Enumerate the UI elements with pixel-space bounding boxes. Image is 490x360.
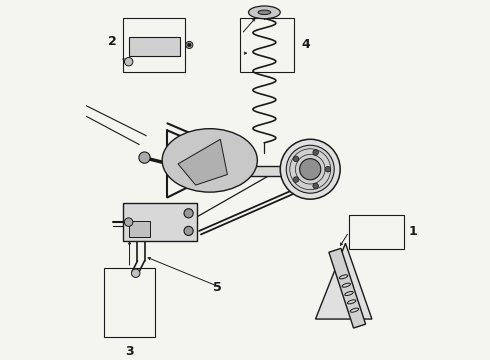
Bar (123, 203, 197, 242)
Circle shape (139, 152, 150, 163)
Text: 5: 5 (213, 281, 222, 294)
Bar (129, 37, 180, 57)
Bar (123, 18, 185, 72)
Text: 3: 3 (125, 346, 134, 359)
Text: 4: 4 (301, 39, 310, 51)
Text: 2: 2 (108, 35, 116, 48)
Bar (129, 221, 150, 237)
Circle shape (293, 177, 299, 183)
Ellipse shape (258, 10, 271, 14)
Circle shape (325, 166, 331, 172)
Circle shape (184, 226, 193, 235)
Circle shape (184, 209, 193, 218)
Bar (349, 215, 404, 248)
Circle shape (280, 139, 340, 199)
Polygon shape (316, 243, 372, 319)
Circle shape (300, 159, 321, 180)
Circle shape (188, 43, 191, 47)
Circle shape (313, 150, 318, 155)
Circle shape (131, 269, 140, 278)
Circle shape (293, 156, 299, 162)
Bar (168, 166, 298, 176)
Ellipse shape (248, 6, 280, 19)
Circle shape (124, 218, 133, 226)
Circle shape (313, 183, 318, 189)
Ellipse shape (162, 129, 257, 192)
Circle shape (286, 145, 334, 193)
Text: 1: 1 (409, 225, 417, 238)
Polygon shape (329, 248, 366, 328)
Circle shape (186, 41, 193, 49)
Circle shape (124, 58, 133, 66)
Bar (240, 18, 294, 72)
Bar (104, 268, 155, 337)
Polygon shape (178, 139, 227, 185)
